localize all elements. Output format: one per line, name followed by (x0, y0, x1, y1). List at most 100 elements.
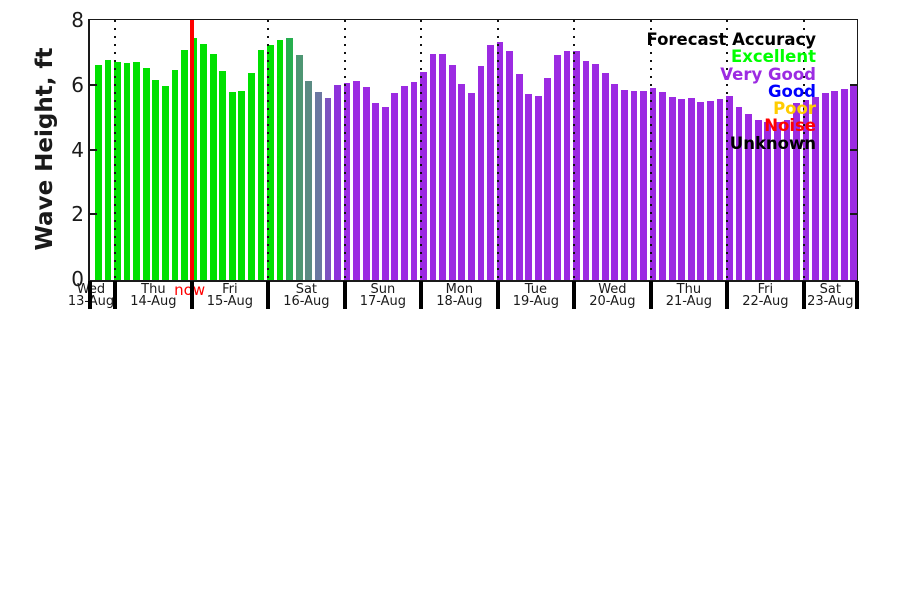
bar (238, 91, 246, 280)
plot-area (88, 19, 858, 282)
bar (649, 88, 657, 280)
legend-entries: Excellent Very Good Good Poor Noise Unknown (0, 48, 816, 152)
y-axis-tick-mark (850, 148, 857, 151)
bar (276, 40, 284, 280)
bar (391, 93, 399, 280)
bar (448, 65, 456, 280)
x-axis-tick (419, 281, 424, 309)
x-day-label: Fri 15-Aug (185, 283, 275, 309)
x-axis-tick (88, 281, 92, 309)
x-day-date: 19-Aug (512, 293, 560, 309)
bar (314, 91, 322, 280)
x-day-date: 23-Aug (807, 293, 854, 309)
bar (783, 120, 791, 280)
bar (295, 55, 303, 280)
day-boundary-line (267, 20, 270, 280)
bar (515, 73, 523, 280)
bar (324, 98, 332, 280)
day-boundary-line (343, 20, 346, 280)
y-axis-tick-mark (850, 83, 857, 86)
bar (114, 61, 121, 280)
x-axis-tick (189, 281, 194, 309)
x-day-label: Thu 21-Aug (644, 282, 734, 309)
x-day-date: 21-Aug (665, 293, 713, 309)
bar (267, 45, 274, 280)
x-day-date: 14-Aug (130, 293, 177, 309)
bar (200, 44, 207, 280)
bar (487, 45, 494, 280)
now-label: now (145, 283, 235, 298)
x-axis-tick (495, 281, 500, 309)
y-axis-tick-mark (90, 213, 97, 216)
bar (152, 79, 160, 280)
x-day-date: 18-Aug (436, 293, 483, 309)
x-day-date: 16-Aug (283, 293, 330, 309)
bar (793, 103, 800, 280)
x-day-label: Wed 20-Aug (567, 283, 657, 309)
x-axis-tick (572, 281, 577, 309)
y-axis-tick-mark (90, 83, 97, 86)
x-axis-tick (342, 281, 347, 309)
bar (228, 92, 236, 280)
bar (372, 102, 380, 280)
day-boundary-line (802, 20, 805, 280)
bar (573, 50, 580, 280)
bar (343, 83, 351, 280)
day-boundary-line (496, 20, 499, 280)
x-day-date: 15-Aug (206, 293, 254, 309)
x-axis-tick (648, 281, 653, 309)
day-boundary-line (573, 20, 576, 280)
x-axis-tick (725, 281, 730, 309)
bar (219, 71, 227, 280)
bar (678, 98, 686, 280)
legend-entry: Good (767, 81, 816, 101)
bar (362, 87, 370, 280)
x-axis-tick (113, 281, 118, 309)
legend-entry: Poor (773, 99, 816, 119)
x-axis-tick (801, 281, 806, 309)
bar (640, 90, 647, 280)
bar (534, 95, 542, 280)
bar (821, 93, 829, 280)
x-day-date: 17-Aug (359, 293, 407, 309)
bar (209, 54, 217, 280)
bar (544, 78, 552, 280)
bar (171, 69, 179, 280)
x-day-label: Mon 18-Aug (414, 282, 504, 309)
bar (458, 84, 466, 280)
x-day-label: Tue 19-Aug (491, 282, 581, 309)
bar (95, 64, 102, 280)
day-boundary-line (649, 20, 652, 280)
bar (563, 50, 571, 280)
y-tick-label: 4 (71, 137, 84, 162)
legend-entry: Noise (764, 116, 816, 136)
bar (410, 81, 418, 280)
bar (697, 101, 705, 280)
legend-title: Forecast Accuracy (646, 30, 816, 49)
bar (420, 71, 427, 280)
bar (831, 91, 839, 280)
bar (668, 97, 676, 280)
x-day-label: Sat 23-Aug (785, 283, 875, 309)
x-day-label: Fri 22-Aug (720, 282, 810, 307)
bar (334, 84, 341, 280)
bar (257, 49, 265, 280)
y-axis-tick-mark (90, 148, 97, 151)
bar (707, 100, 714, 280)
x-day-label: Sun 17-Aug (338, 282, 428, 309)
bar (506, 51, 513, 280)
x-day-name: Sun (370, 282, 396, 297)
bar (429, 53, 437, 280)
day-boundary-line (726, 20, 729, 280)
x-day-name: Thu (676, 282, 702, 297)
x-day-date: 20-Aug (589, 293, 636, 309)
y-tick-label: 2 (71, 202, 84, 227)
bar (161, 85, 169, 280)
x-day-name: Fri (757, 282, 774, 297)
bar (353, 81, 360, 280)
bar (142, 67, 150, 280)
x-day-name: Mon (445, 282, 474, 297)
x-day-name: Tue (524, 282, 547, 297)
bar (840, 88, 848, 280)
